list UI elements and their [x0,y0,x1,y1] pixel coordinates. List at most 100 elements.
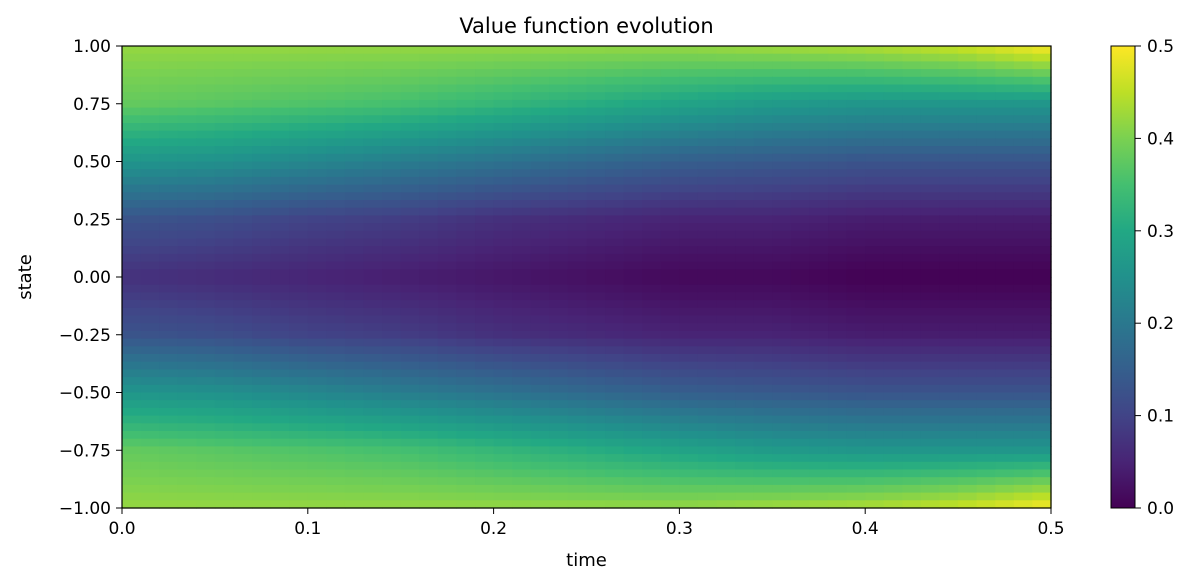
heatmap-cell [475,292,495,301]
heatmap-cell [660,184,680,193]
x-tick-label: 0.2 [480,519,507,539]
heatmap-cell [623,123,643,132]
heatmap-cell [753,246,773,255]
heatmap-cell [920,354,941,363]
heatmap-cell [512,407,532,417]
heatmap-cell [995,184,1015,193]
heatmap-cell [326,99,346,109]
heatmap-cell [177,369,197,378]
heatmap-cell [419,307,439,317]
heatmap-cell [307,384,327,394]
heatmap-cell [846,99,866,109]
heatmap-cell [549,438,569,447]
heatmap-cell [976,377,996,386]
heatmap-cell [902,292,922,301]
heatmap-cell [382,46,402,55]
heatmap-cell [865,392,885,401]
heatmap-cell [159,223,179,232]
heatmap-cell [679,361,699,370]
heatmap-cell [437,338,458,347]
heatmap-cell [920,99,941,109]
heatmap-cell [400,46,420,55]
heatmap-cell [307,484,327,494]
heatmap-cell [214,123,235,132]
heatmap-cell [846,415,866,424]
heatmap-cell [605,107,625,116]
heatmap-cell [697,369,718,378]
heatmap-cell [883,415,903,424]
heatmap-cell [586,269,606,278]
heatmap-cell [1032,176,1052,186]
heatmap-cell [660,92,680,101]
heatmap-cell [660,346,680,355]
heatmap-cell [475,207,495,216]
heatmap-cell [549,369,569,378]
heatmap-cell [642,161,662,170]
heatmap-cell [530,107,550,116]
heatmap-cell [122,169,142,178]
heatmap-cell [716,438,736,447]
heatmap-cell [233,261,253,270]
heatmap-cell [809,99,829,109]
heatmap-cell [642,338,662,347]
heatmap-cell [920,330,941,340]
heatmap-cell [1032,46,1052,55]
heatmap-cell [828,392,848,401]
heatmap-cell [902,99,922,109]
heatmap-cell [177,323,197,332]
heatmap-cell [493,377,513,386]
heatmap-cell [790,176,811,186]
heatmap-cell [976,292,996,301]
heatmap-cell [196,454,216,463]
heatmap-cell [214,469,235,478]
heatmap-cell [753,323,773,332]
heatmap-cell [623,107,643,116]
heatmap-cell [976,315,996,324]
heatmap-cell [437,377,458,386]
heatmap-cell [252,161,272,170]
heatmap-cell [920,146,941,155]
heatmap-cell [623,392,643,401]
heatmap-cell [400,192,420,201]
heatmap-cell [382,99,402,109]
heatmap-cell [363,346,383,355]
heatmap-cell [753,431,773,440]
heatmap-cell [307,92,327,101]
heatmap-cell [233,415,253,424]
heatmap-cell [1032,146,1052,155]
heatmap-cell [493,215,513,224]
heatmap-cell [122,130,142,139]
heatmap-cell [512,230,532,240]
heatmap-cell [270,138,290,147]
heatmap-cell [902,169,922,178]
heatmap-cell [883,200,903,209]
heatmap-cell [122,192,142,201]
heatmap-cell [716,69,736,78]
heatmap-cell [177,284,197,293]
heatmap-cell [586,384,606,394]
heatmap-cell [177,484,197,494]
heatmap-cell [995,215,1015,224]
heatmap-cell [475,330,495,340]
heatmap-cell [995,153,1015,163]
heatmap-cell [1013,207,1034,216]
heatmap-cell [289,323,309,332]
heatmap-cell [437,223,458,232]
heatmap-cell [697,346,718,355]
heatmap-cell [419,261,439,270]
heatmap-cell [809,223,829,232]
heatmap-cell [697,184,718,193]
heatmap-cell [159,130,179,139]
heatmap-cell [902,230,922,240]
heatmap-cell [828,223,848,232]
heatmap-cell [437,200,458,209]
heatmap-cell [605,354,625,363]
heatmap-cell [400,384,420,394]
heatmap-cell [344,484,365,494]
heatmap-cell [1013,454,1034,463]
heatmap-cell [437,184,458,193]
heatmap-cell [772,138,792,147]
heatmap-cell [623,400,643,409]
heatmap-cell [679,330,699,340]
heatmap-cell [196,484,216,494]
